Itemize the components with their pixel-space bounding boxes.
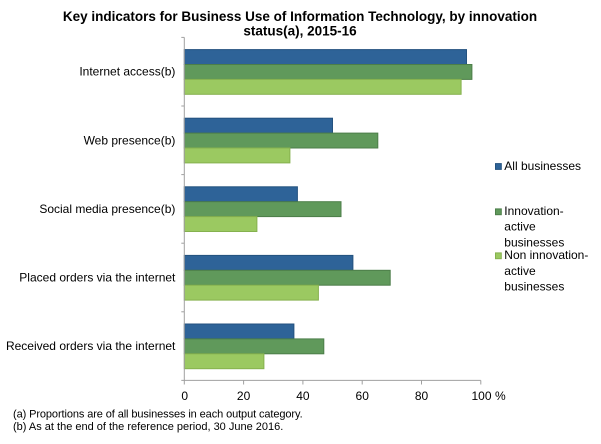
- svg-text:All businesses: All businesses: [504, 159, 581, 173]
- svg-text:active: active: [504, 264, 536, 278]
- svg-text:100: 100: [471, 389, 491, 403]
- svg-text:%: %: [495, 389, 506, 403]
- svg-text:40: 40: [296, 389, 310, 403]
- svg-text:Social media presence(b): Social media presence(b): [39, 202, 175, 216]
- svg-text:Web presence(b): Web presence(b): [84, 133, 176, 147]
- svg-text:Received orders via the intern: Received orders via the internet: [6, 339, 176, 353]
- svg-text:Non innovation-: Non innovation-: [504, 248, 588, 262]
- svg-text:active: active: [504, 220, 536, 234]
- svg-text:Innovation-: Innovation-: [504, 204, 563, 218]
- svg-text:Key indicators for Business Us: Key indicators for Business Use of Infor…: [63, 9, 537, 24]
- svg-text:20: 20: [237, 389, 251, 403]
- svg-text:businesses: businesses: [504, 280, 564, 294]
- svg-text:(b) As at the end of the refer: (b) As at the end of the reference perio…: [13, 421, 283, 433]
- svg-text:0: 0: [181, 389, 188, 403]
- svg-text:(a) Proportions are of all bus: (a) Proportions are of all businesses in…: [13, 409, 303, 421]
- svg-text:Placed orders via the internet: Placed orders via the internet: [19, 271, 176, 285]
- svg-text:businesses: businesses: [504, 235, 564, 249]
- svg-text:60: 60: [356, 389, 370, 403]
- svg-text:80: 80: [415, 389, 429, 403]
- svg-text:Internet access(b): Internet access(b): [79, 65, 175, 79]
- svg-text:status(a), 2015-16: status(a), 2015-16: [243, 23, 357, 38]
